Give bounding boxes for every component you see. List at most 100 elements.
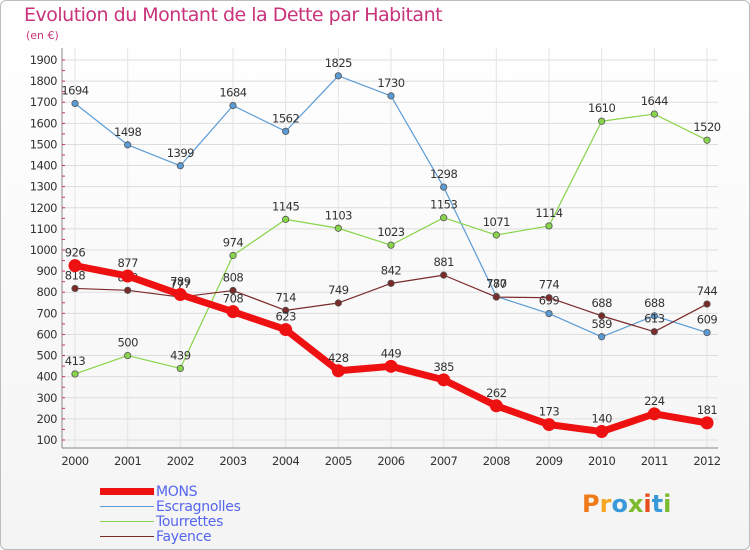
data-label-fayence: 818 [65, 268, 86, 282]
data-label-tourrettes: 1644 [641, 94, 668, 108]
y-tick-label: 1900 [30, 53, 57, 67]
data-point-tourrettes [650, 110, 658, 118]
x-tick-label: 2003 [219, 454, 246, 468]
data-point-mons [331, 364, 345, 378]
data-label-fayence: 613 [644, 312, 665, 326]
x-tick-label: 2008 [483, 454, 510, 468]
data-point-mons [489, 399, 503, 413]
data-label-tourrettes: 1071 [483, 215, 510, 229]
data-point-mons [121, 269, 135, 283]
data-point-fayence [650, 328, 658, 336]
data-point-mons [595, 425, 609, 439]
y-tick-label: 1400 [30, 159, 57, 173]
logo-letter: o [611, 490, 628, 518]
data-label-mons: 623 [275, 310, 296, 324]
y-tick-label: 500 [37, 349, 58, 363]
data-point-tourrettes [334, 224, 342, 232]
data-point-fayence [229, 286, 237, 295]
legend-swatch [100, 535, 154, 538]
logo-letter: i [663, 490, 672, 518]
data-point-mons [68, 259, 82, 273]
data-label-fayence: 774 [539, 278, 560, 292]
y-tick-label: 100 [37, 433, 58, 447]
legend-item-tourrettes: Tourrettes [100, 514, 241, 530]
data-point-escragnolles [598, 333, 606, 341]
y-tick-label: 1700 [30, 95, 57, 109]
data-label-tourrettes: 1520 [693, 120, 720, 134]
data-point-fayence [387, 279, 395, 287]
legend-item-mons: MONS [100, 484, 241, 500]
data-point-fayence [703, 300, 711, 308]
logo-letter: x [627, 490, 644, 518]
y-tick-label: 1300 [30, 180, 57, 194]
x-tick-label: 2001 [114, 454, 141, 468]
proxiti-logo: Proxiti [582, 490, 671, 518]
y-tick-label: 800 [37, 285, 58, 299]
y-tick-label: 1500 [30, 137, 57, 151]
data-point-tourrettes [598, 117, 606, 125]
data-label-escragnolles: 1684 [219, 86, 246, 100]
data-point-escragnolles [176, 162, 184, 170]
data-label-escragnolles: 1399 [167, 146, 194, 160]
data-label-mons: 262 [486, 386, 507, 400]
data-point-tourrettes [492, 231, 500, 239]
data-point-mons [437, 373, 451, 387]
data-point-tourrettes [282, 215, 290, 223]
data-label-mons: 449 [381, 346, 402, 360]
chart-legend: MONS Escragnolles Tourrettes Fayence [100, 484, 241, 545]
data-label-fayence: 749 [328, 283, 349, 297]
data-point-tourrettes [703, 136, 711, 144]
data-point-escragnolles [124, 141, 132, 149]
x-tick-label: 2011 [641, 454, 668, 468]
data-point-mons [647, 407, 661, 421]
data-point-mons [542, 418, 556, 432]
data-label-tourrettes: 500 [117, 336, 138, 350]
data-label-escragnolles: 1730 [377, 76, 404, 90]
x-tick-label: 2006 [377, 454, 404, 468]
chart-subtitle: (en €) [26, 29, 59, 42]
legend-swatch [100, 505, 154, 508]
y-tick-label: 1100 [30, 222, 57, 236]
data-point-tourrettes [229, 251, 237, 260]
data-point-tourrettes [176, 364, 184, 373]
data-label-escragnolles: 780 [486, 276, 507, 290]
data-label-fayence: 688 [591, 296, 612, 310]
data-label-tourrettes: 1153 [430, 198, 457, 212]
data-point-fayence [492, 293, 500, 301]
data-point-escragnolles [703, 328, 711, 337]
data-point-escragnolles [282, 127, 290, 135]
y-tick-label: 1200 [30, 201, 57, 215]
data-label-tourrettes: 413 [65, 354, 86, 368]
data-point-mons [700, 416, 714, 430]
data-label-fayence: 777 [170, 277, 191, 291]
data-label-tourrettes: 1103 [325, 208, 352, 222]
y-tick-label: 1600 [30, 116, 57, 130]
y-tick-label: 1800 [30, 74, 57, 88]
x-tick-label: 2005 [325, 454, 352, 468]
data-point-escragnolles [71, 99, 79, 108]
data-point-tourrettes [387, 241, 395, 249]
data-point-mons [226, 305, 240, 319]
data-label-tourrettes: 1114 [535, 206, 562, 220]
data-label-fayence: 881 [433, 255, 454, 269]
data-point-fayence [282, 306, 290, 314]
data-label-mons: 428 [328, 351, 349, 365]
data-point-mons [384, 359, 398, 373]
x-tick-label: 2004 [272, 454, 299, 468]
data-label-fayence: 777 [486, 277, 507, 291]
y-tick-label: 700 [37, 306, 58, 320]
logo-letter: t [651, 490, 664, 518]
data-point-escragnolles [229, 102, 237, 110]
data-point-fayence [545, 294, 553, 302]
data-point-fayence [440, 271, 448, 279]
legend-swatch [100, 488, 154, 495]
data-label-mons: 708 [223, 292, 244, 306]
data-point-escragnolles [545, 309, 553, 318]
data-label-fayence: 744 [697, 284, 718, 298]
data-label-fayence: 808 [223, 271, 244, 285]
data-label-fayence: 842 [381, 263, 402, 277]
x-tick-label: 2009 [535, 454, 562, 468]
data-point-escragnolles [387, 92, 395, 100]
data-label-tourrettes: 439 [170, 348, 191, 362]
